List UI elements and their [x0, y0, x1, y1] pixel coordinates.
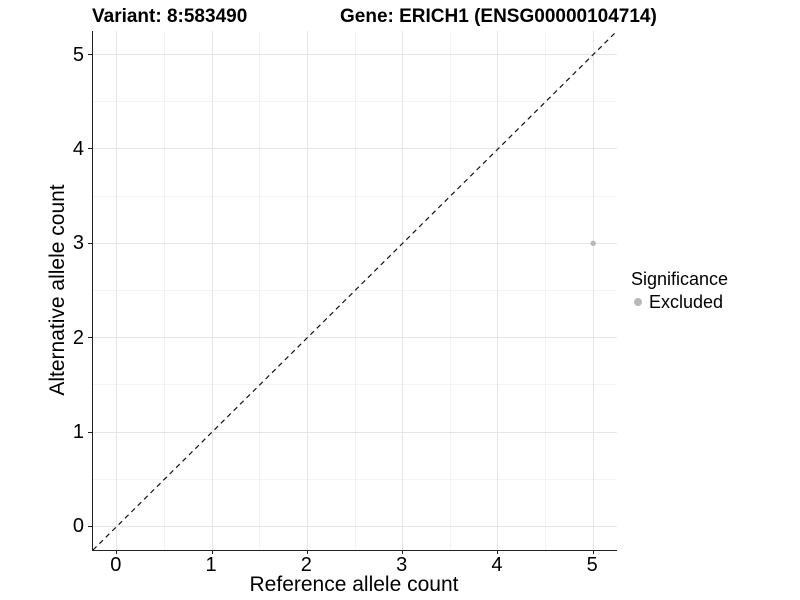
y-tick-label: 4	[72, 137, 84, 160]
identity-dashed-line	[92, 30, 618, 551]
x-axis-tick	[211, 550, 213, 554]
legend-point-icon	[634, 298, 642, 306]
y-axis-tick	[88, 54, 92, 56]
x-axis-tick	[116, 550, 118, 554]
x-tick-label: 0	[110, 554, 122, 576]
y-axis-tick	[88, 242, 92, 244]
data-point	[590, 240, 596, 247]
plot-panel	[88, 30, 618, 554]
plot-title-variant: Variant: 8:583490	[92, 6, 248, 27]
legend-title: Significance	[631, 269, 729, 289]
y-axis-tick	[88, 525, 92, 527]
legend-entry-label: Excluded	[649, 292, 724, 312]
plot-layer	[92, 30, 618, 551]
x-tick-label: 4	[491, 554, 503, 576]
plot-title-gene: Gene: ERICH1 (ENSG00000104714)	[340, 6, 657, 27]
x-axis-tick	[306, 550, 308, 554]
x-tick-label: 2	[300, 554, 312, 576]
legend-entry-excluded: Excluded	[631, 292, 728, 312]
x-tick-label: 5	[586, 554, 598, 576]
x-axis-tick	[592, 550, 594, 554]
x-tick-label: 1	[205, 554, 217, 576]
legend: Significance Excluded	[631, 269, 728, 312]
y-tick-label: 2	[72, 326, 84, 349]
y-axis-title: Alternative allele count	[46, 184, 69, 396]
x-tick-label: 3	[396, 554, 408, 576]
y-axis-tick	[88, 431, 92, 433]
y-axis-tick	[88, 148, 92, 150]
y-tick-label: 3	[72, 232, 84, 255]
y-axis-tick	[88, 337, 92, 339]
x-axis-title: Reference allele count	[249, 573, 459, 596]
y-tick-label: 5	[72, 43, 84, 66]
x-axis-tick	[497, 550, 499, 554]
x-axis-tick	[402, 550, 404, 554]
y-tick-label: 1	[72, 421, 84, 444]
y-tick-label: 0	[72, 515, 84, 538]
